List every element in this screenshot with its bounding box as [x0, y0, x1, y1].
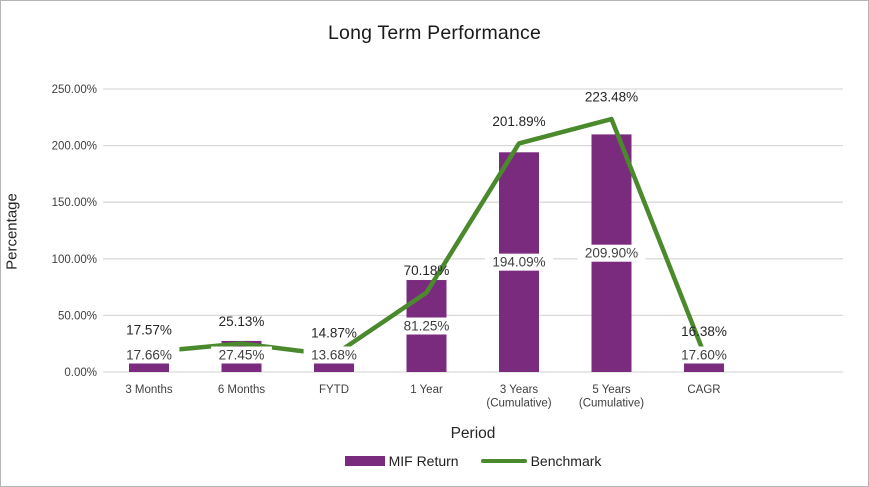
legend: MIF Return Benchmark — [103, 453, 843, 469]
mif-return-data-label-bg — [396, 317, 457, 335]
mif-return-data-label: 13.68% — [311, 348, 357, 363]
y-tick-label: 100.00% — [52, 254, 97, 266]
mif-return-data-label: 27.45% — [219, 348, 265, 363]
mif-return-data-label: 209.90% — [585, 246, 638, 261]
chart-title: Long Term Performance — [327, 22, 542, 44]
y-tick-label: 150.00% — [52, 197, 97, 209]
mif-return-data-label-bg — [484, 253, 554, 271]
category-label: 3 Years — [500, 384, 539, 396]
category-label: 5 Years — [592, 384, 631, 396]
mif-return-data-label: 194.09% — [492, 255, 545, 270]
benchmark-data-label: 14.87% — [311, 326, 357, 341]
mif-return-data-label: 81.25% — [404, 319, 450, 334]
category-label: (Cumulative) — [486, 398, 551, 410]
category-label: (Cumulative) — [579, 398, 644, 410]
legend-label-mif-return: MIF Return — [388, 453, 459, 469]
category-label: 3 Months — [125, 384, 173, 396]
mif-return-data-label: 17.66% — [126, 348, 172, 363]
mif-return-data-label-bg — [673, 346, 735, 364]
benchmark-data-label: 223.48% — [585, 90, 638, 105]
y-tick-label: 50.00% — [58, 310, 97, 322]
mif-return-swatch-icon — [344, 456, 385, 466]
legend-item-mif-return: MIF Return — [344, 453, 459, 469]
benchmark-data-label: 70.18% — [404, 263, 450, 278]
x-axis-title: Period — [450, 425, 496, 442]
benchmark-line-swatch-icon — [480, 458, 527, 464]
y-tick-label: 200.00% — [52, 141, 97, 153]
mif-return-data-label-bg — [118, 346, 180, 364]
benchmark-data-label: 17.57% — [126, 323, 172, 338]
benchmark-data-label: 16.38% — [681, 324, 727, 339]
category-label: CAGR — [687, 384, 720, 396]
mif-return-data-label-bg — [211, 346, 272, 364]
category-label: 1 Year — [410, 384, 443, 396]
legend-item-benchmark: Benchmark — [480, 453, 602, 469]
mif-return-data-label-bg — [577, 244, 646, 262]
category-label: 6 Months — [218, 384, 266, 396]
y-tick-label: 250.00% — [52, 84, 97, 96]
legend-label-benchmark: Benchmark — [530, 453, 602, 469]
mif-return-data-label-bg — [303, 346, 365, 364]
y-tick-label: 0.00% — [64, 367, 97, 379]
mif-return-data-label: 17.60% — [681, 348, 727, 363]
benchmark-data-label: 25.13% — [219, 314, 265, 329]
category-label: FYTD — [319, 384, 349, 396]
benchmark-data-label: 201.89% — [492, 114, 545, 129]
benchmark-line — [146, 116, 707, 358]
